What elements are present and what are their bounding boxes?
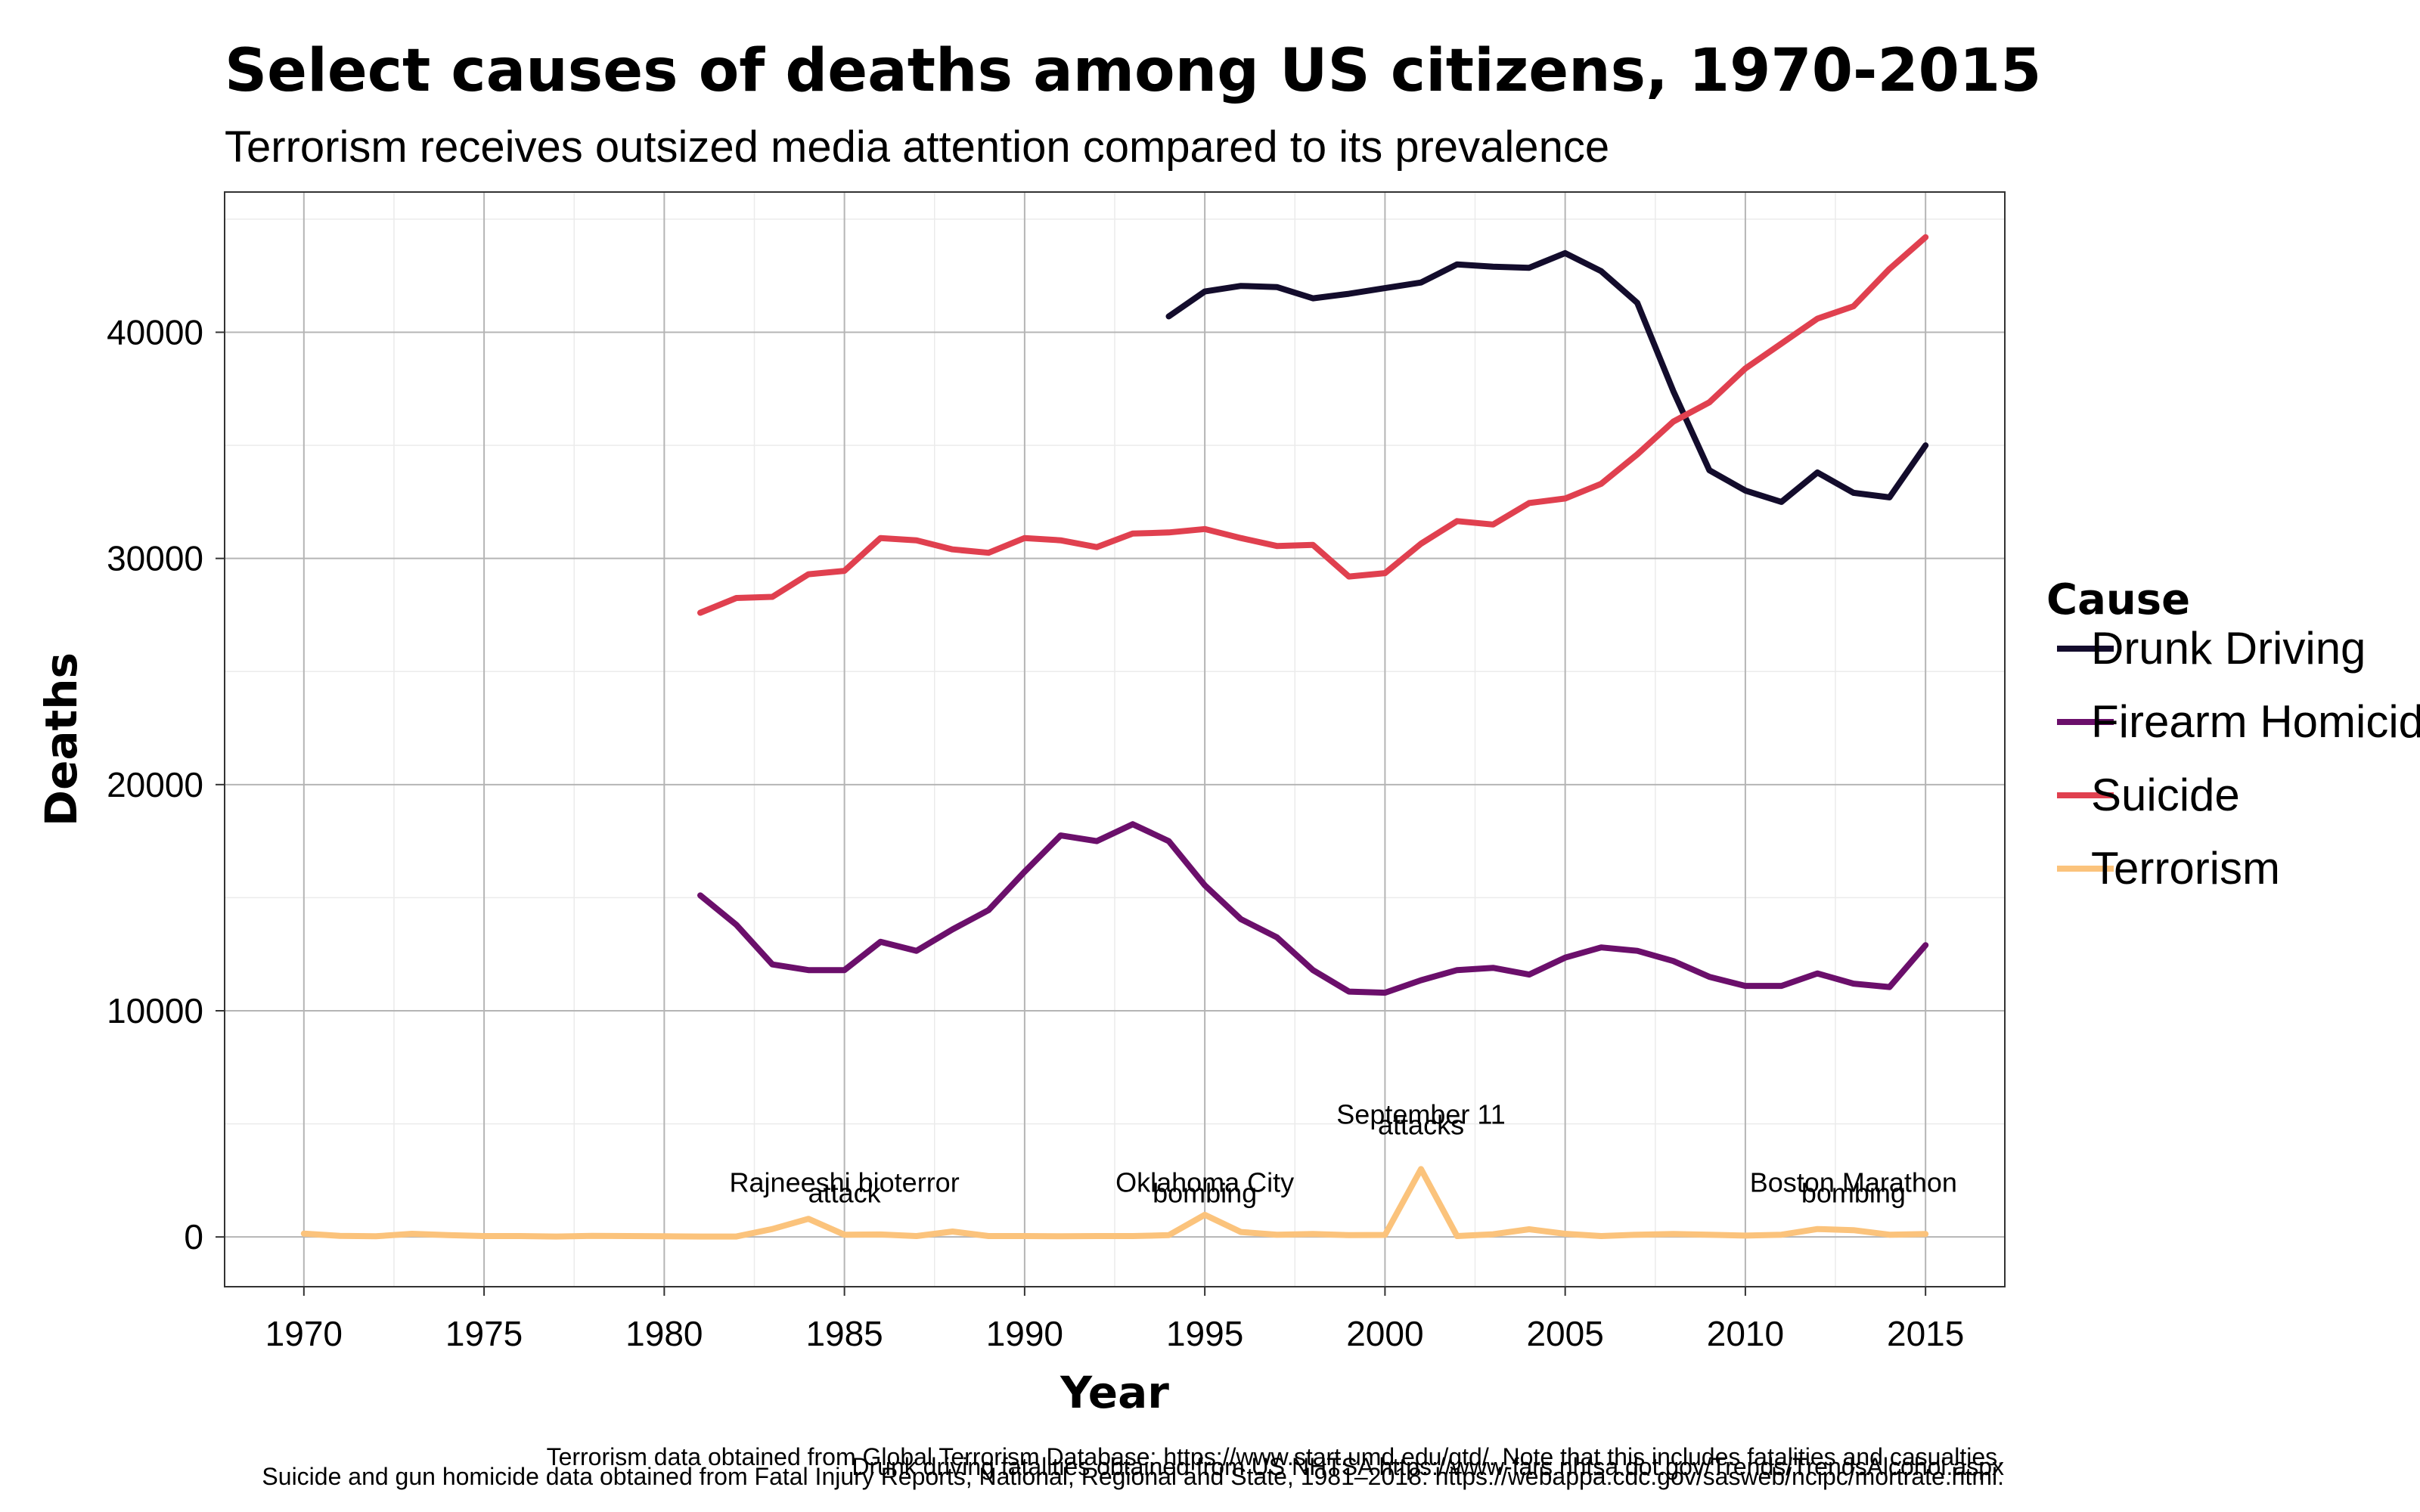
y-tick-labels: 0 10000 20000 30000 40000 [107,312,203,1256]
annotation-line: bombing [1153,1177,1257,1208]
x-axis-title: Year [1060,1367,1169,1418]
caption-line-2: Drunk driving fatalities obtained from U… [852,1453,2004,1480]
series-layer [300,234,1929,1240]
annotation-line: bombing [1801,1177,1906,1208]
x-tick-label: 1985 [805,1314,883,1353]
x-tick-label: 1975 [445,1314,523,1353]
annotation-line: September 11 [1336,1099,1505,1130]
legend-label-suicide: Suicide [2091,770,2240,820]
legend-label-terrorism: Terrorism [2091,843,2280,894]
chart-title: Select causes of deaths among US citizen… [225,37,2041,105]
annotation-label: September 11attacks [1336,1099,1505,1141]
annotation-line: Rajneeshi bioterror [730,1167,960,1198]
annotation-layer: Rajneeshi bioterrorattack Oklahoma Citybo… [730,1099,1957,1209]
x-tick-labels: 1970 1975 1980 1985 1990 1995 2000 2005 2010 2015 [265,1314,1965,1353]
minor-grid [225,192,2005,1287]
x-tick-label: 1970 [265,1314,343,1353]
y-axis-title: Deaths [36,652,87,826]
x-tick-label: 2010 [1707,1314,1784,1353]
annotation-label: Oklahoma Citybombing [1115,1167,1294,1208]
y-tick-label: 0 [184,1217,203,1256]
major-grid [216,192,2005,1296]
x-tick-label: 1980 [625,1314,703,1353]
legend-label-drunk-driving: Drunk Driving [2091,623,2366,674]
y-tick-label: 40000 [107,312,203,352]
caption-line-3: Suicide and gun homicide data obtained f… [262,1463,2004,1490]
series-line-terrorism [300,1166,1929,1240]
y-tick-label: 30000 [107,539,203,578]
x-tick-label: 2015 [1887,1314,1964,1353]
y-tick-label: 10000 [107,991,203,1030]
caption-line-1: Terrorism data obtained from Global Terr… [547,1443,2004,1470]
series-line-firearm-homicide [697,821,1929,996]
legend-items: Drunk Driving Firearm Homicide Suicide Terr… [2057,623,2420,894]
legend-label-firearm-homicide: Firearm Homicide [2091,696,2420,747]
annotation-line: attacks [1378,1110,1464,1141]
x-tick-label: 2000 [1346,1314,1423,1353]
chart-subtitle: Terrorism receives outsized media attent… [225,122,1609,172]
annotation-line: Boston Marathon [1750,1167,1957,1198]
x-tick-label: 1990 [986,1314,1063,1353]
annotation-line: Oklahoma City [1115,1167,1294,1198]
series-line-drunk-driving [1165,249,1929,505]
annotation-label: Rajneeshi bioterrorattack [730,1167,960,1208]
y-tick-label: 20000 [107,765,203,804]
annotation-line: attack [808,1177,882,1208]
series-line-suicide [697,234,1929,616]
x-tick-label: 1995 [1166,1314,1243,1353]
legend-title: Cause [2046,575,2190,624]
plot-panel-border [224,191,2006,1287]
annotation-label: Boston Marathonbombing [1750,1167,1957,1208]
legend: Cause Drunk Driving Firearm Homicide Suici… [2046,575,2420,894]
x-tick-label: 2005 [1526,1314,1603,1353]
captions: Terrorism data obtained from Global Terr… [262,1443,2004,1490]
